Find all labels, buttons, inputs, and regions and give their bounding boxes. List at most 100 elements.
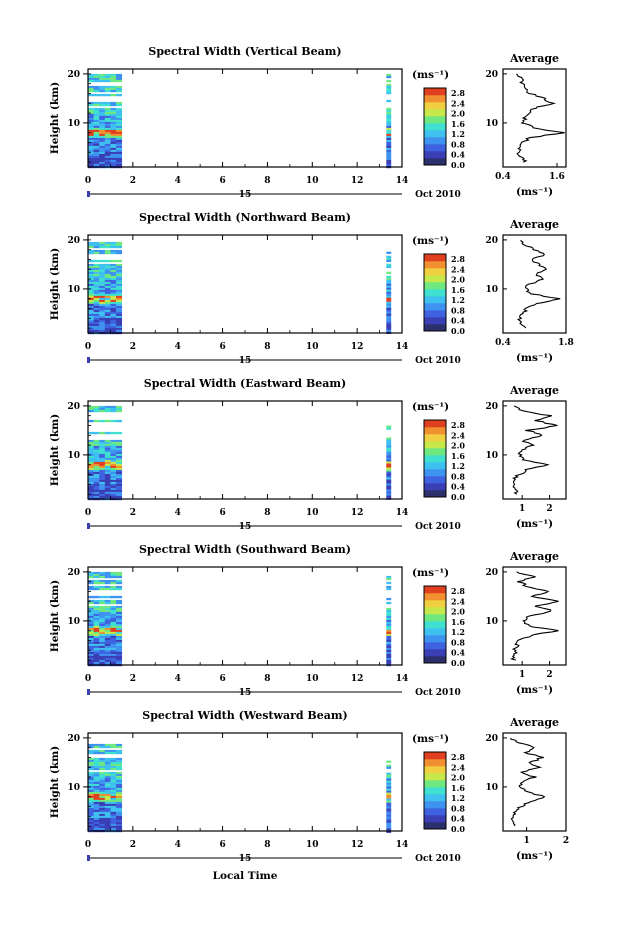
avg-title: Average bbox=[509, 52, 559, 65]
heatmap-cell bbox=[104, 477, 111, 481]
heatmap-cell bbox=[104, 801, 111, 805]
panel-title: Spectral Width (Vertical Beam) bbox=[148, 45, 341, 58]
heatmap-cell bbox=[99, 299, 106, 303]
heatmap-cell bbox=[88, 305, 95, 309]
heatmap-cell bbox=[88, 139, 95, 143]
heatmap-cell bbox=[93, 269, 100, 273]
heatmap-cell bbox=[110, 607, 117, 611]
heatmap-cell bbox=[110, 149, 117, 153]
heatmap-cell bbox=[104, 141, 111, 145]
heatmap-cell bbox=[93, 289, 100, 293]
avg-x-axis-label: (ms⁻¹) bbox=[516, 850, 553, 862]
heatmap-cell bbox=[93, 743, 100, 747]
x-tick-label: 10 bbox=[306, 840, 319, 850]
heatmap-cell bbox=[93, 615, 100, 619]
heatmap-cell bbox=[110, 627, 117, 631]
heatmap-cell bbox=[99, 639, 106, 643]
heatmap-cell bbox=[93, 155, 100, 159]
heatmap-cell bbox=[93, 297, 100, 301]
heatmap-cell bbox=[386, 163, 392, 167]
heatmap-cell bbox=[88, 295, 95, 299]
heatmap-cell bbox=[116, 151, 123, 155]
heatmap-cell bbox=[110, 469, 117, 473]
heatmap-cell bbox=[104, 605, 111, 609]
heatmap-cell bbox=[110, 133, 117, 137]
heatmap-cell bbox=[110, 611, 117, 615]
avg-x-tick-label: 1 bbox=[519, 670, 525, 680]
avg-frame bbox=[502, 400, 567, 500]
heatmap-cell bbox=[93, 119, 100, 123]
heatmap-cell bbox=[116, 295, 123, 299]
x-tick-label: 10 bbox=[306, 674, 319, 684]
heatmap-cell bbox=[93, 489, 100, 493]
heatmap-cell bbox=[116, 615, 123, 619]
heatmap-cell bbox=[88, 309, 95, 313]
heatmap-cell bbox=[99, 481, 106, 485]
heatmap-cell bbox=[93, 309, 100, 313]
heatmap-cell bbox=[99, 609, 106, 613]
heatmap-cell bbox=[116, 641, 123, 645]
heatmap-cell bbox=[93, 267, 100, 271]
heatmap-cell bbox=[99, 623, 106, 627]
heatmap-cell bbox=[110, 473, 117, 477]
heatmap-cell bbox=[386, 577, 392, 581]
heatmap-cell bbox=[99, 101, 106, 105]
heatmap-cell bbox=[88, 151, 95, 155]
heatmap-cell bbox=[116, 635, 123, 639]
heatmap-cell bbox=[99, 245, 106, 249]
heatmap-cell bbox=[88, 457, 95, 461]
heatmap-cell bbox=[116, 251, 123, 255]
heatmap-cell bbox=[116, 653, 123, 657]
heatmap-cell bbox=[110, 455, 117, 459]
heatmap-cell bbox=[104, 657, 111, 661]
heatmap-cell bbox=[104, 787, 111, 791]
day-label: 15 bbox=[239, 688, 252, 698]
colorbar-swatch bbox=[424, 815, 446, 823]
heatmap-cell bbox=[116, 759, 123, 763]
heatmap-cell bbox=[116, 149, 123, 153]
heatmap-cell bbox=[99, 619, 106, 623]
heatmap-cell bbox=[104, 87, 111, 91]
heatmap-cell bbox=[386, 601, 392, 605]
heatmap-cell bbox=[88, 143, 95, 147]
heatmap-cell bbox=[110, 251, 117, 255]
heatmap-cell bbox=[99, 109, 106, 113]
heatmap-cell bbox=[88, 819, 95, 823]
day-marker bbox=[87, 357, 90, 363]
colorbar-label: 0.4 bbox=[451, 316, 465, 326]
heatmap-cell bbox=[116, 573, 123, 577]
heatmap-cell bbox=[110, 277, 117, 281]
heatmap-cell bbox=[386, 649, 392, 653]
heatmap-cell bbox=[88, 155, 95, 159]
heatmap-cell bbox=[88, 149, 95, 153]
panel-4: Spectral Width (Southward Beam)2010Heigh… bbox=[49, 543, 567, 698]
colorbar-swatch bbox=[424, 600, 446, 608]
panel-title: Spectral Width (Southward Beam) bbox=[139, 543, 351, 556]
heatmap-cell bbox=[88, 765, 95, 769]
colorbar-title: (ms⁻¹) bbox=[412, 401, 449, 413]
heatmap-cell bbox=[116, 159, 123, 163]
colorbar-swatch bbox=[424, 586, 446, 594]
heatmap-cell bbox=[93, 779, 100, 783]
heatmap-cell bbox=[116, 579, 123, 583]
heatmap-cell bbox=[99, 75, 106, 79]
heatmap-cell bbox=[104, 273, 111, 277]
heatmap-cell bbox=[93, 79, 100, 83]
heatmap-cell bbox=[99, 113, 106, 117]
heatmap-cell bbox=[93, 745, 100, 749]
heatmap-cell bbox=[93, 127, 100, 131]
heatmap-cell bbox=[116, 477, 123, 481]
heatmap-cell bbox=[99, 449, 106, 453]
colorbar-label: 0.4 bbox=[451, 814, 465, 824]
heatmap-cell bbox=[99, 325, 106, 329]
heatmap-cell bbox=[99, 469, 106, 473]
heatmap-cell bbox=[386, 131, 392, 135]
heatmap-cell bbox=[99, 661, 106, 665]
x-tick-label: 4 bbox=[175, 674, 181, 684]
heatmap-cell bbox=[93, 471, 100, 475]
heatmap-cell bbox=[99, 465, 106, 469]
heatmap-cell bbox=[104, 807, 111, 811]
heatmap-cell bbox=[99, 627, 106, 631]
heatmap-cell bbox=[99, 615, 106, 619]
heatmap-cell bbox=[116, 803, 123, 807]
